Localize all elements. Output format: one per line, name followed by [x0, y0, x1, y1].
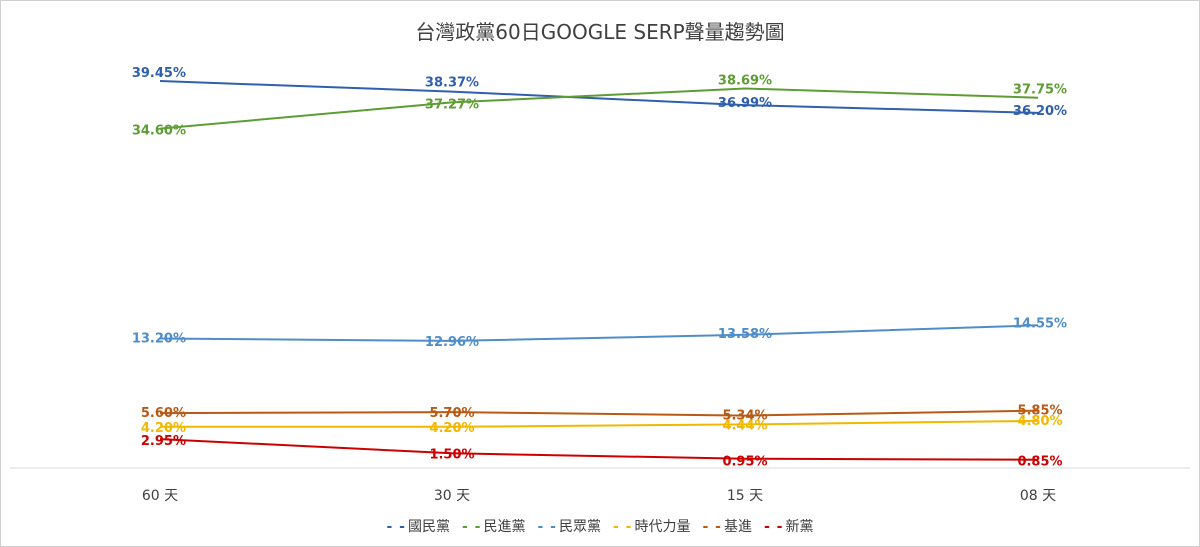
data-label: 0.95%: [722, 455, 767, 470]
data-label: 1.50%: [429, 447, 474, 462]
series-line: [159, 87, 1039, 130]
legend-label: 民眾黨: [559, 519, 601, 535]
series-line: [159, 80, 1039, 114]
x-tick-label: 60 天: [142, 488, 178, 504]
x-tick-label: 15 天: [727, 488, 763, 504]
data-label: 4.20%: [141, 421, 186, 436]
data-label: 0.85%: [1017, 455, 1062, 470]
legend-item: - - 時代力量: [613, 516, 691, 536]
data-label: 4.80%: [1017, 414, 1062, 429]
legend-item: - - 基進: [703, 516, 753, 536]
legend-label: 民進黨: [483, 519, 526, 535]
data-label: 36.99%: [718, 96, 772, 111]
legend-swatch: - -: [537, 519, 557, 535]
data-label: 37.27%: [425, 97, 479, 112]
legend-label: 時代力量: [634, 519, 691, 535]
legend-item: - - 民眾黨: [538, 516, 602, 536]
data-label: 5.85%: [1017, 404, 1062, 419]
series-line: [159, 409, 1039, 417]
legend-swatch: - -: [462, 519, 482, 535]
legend-swatch: - -: [613, 519, 633, 535]
x-tick-label: 30 天: [434, 488, 470, 504]
legend-swatch: - -: [764, 519, 784, 535]
data-label: 13.20%: [132, 332, 186, 347]
legend-swatch: - -: [702, 519, 722, 535]
series-line: [159, 324, 1039, 342]
data-label: 36.20%: [1013, 104, 1067, 119]
data-label: 37.75%: [1013, 83, 1067, 98]
legend-label: 新黨: [785, 519, 814, 535]
data-label: 38.69%: [718, 74, 772, 89]
data-label: 34.60%: [132, 124, 186, 139]
legend: - - 國民黨 - - 民進黨 - - 民眾黨 - - 時代力量 - - 基進 - - 新黨: [0, 516, 1200, 536]
data-label: 14.55%: [1013, 316, 1067, 331]
chart-title: 台灣政黨60日GOOGLE SERP聲量趨勢圖: [415, 20, 785, 44]
legend-item: - - 新黨: [764, 516, 814, 536]
legend-item: - - 國民黨: [387, 516, 451, 536]
series-line: [159, 438, 1039, 461]
data-label: 2.95%: [141, 434, 186, 449]
legend-label: 基進: [724, 519, 752, 535]
data-label: 39.45%: [132, 66, 186, 81]
legend-item: - - 民進黨: [462, 516, 526, 536]
series-line: [160, 419, 1039, 428]
data-label: 5.70%: [429, 406, 474, 421]
x-tick-label: 08 天: [1020, 488, 1056, 504]
data-label: 4.20%: [429, 421, 474, 436]
data-label: 13.58%: [718, 327, 772, 342]
legend-label: 國民黨: [408, 519, 450, 535]
data-label: 12.96%: [425, 335, 479, 350]
data-label: 4.44%: [722, 418, 767, 433]
data-label: 38.37%: [425, 76, 479, 91]
legend-swatch: - -: [386, 519, 406, 535]
data-label: 5.34%: [722, 409, 767, 424]
data-label: 5.60%: [141, 406, 186, 421]
